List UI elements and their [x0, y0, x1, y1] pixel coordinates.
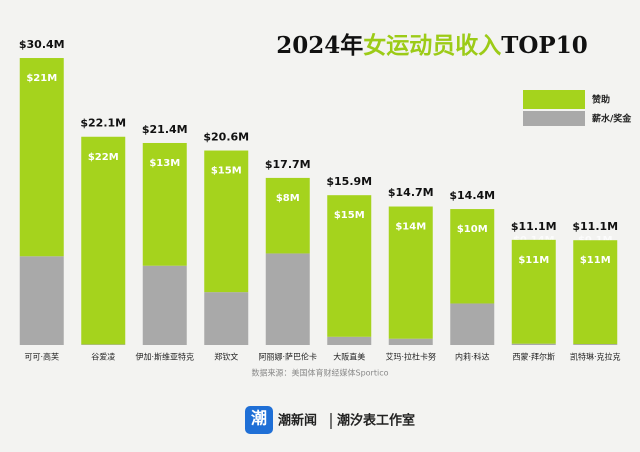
total-label: $30.4M [19, 38, 65, 51]
total-label: $14.4M [449, 189, 495, 202]
value-label: $22M [88, 152, 119, 163]
value-label: $10M [457, 224, 488, 235]
value-label: $15M [334, 210, 365, 221]
x-tick-label: 艾玛·拉杜卡努 [385, 352, 436, 362]
sponsor-bar [511, 239, 556, 344]
value-label: $21M [26, 73, 57, 84]
value-label: $13M [149, 158, 180, 169]
legend-label: 赞助 [591, 94, 610, 106]
salary-bar [573, 344, 618, 345]
value-label: $11M [580, 255, 611, 266]
logo-box [245, 406, 273, 434]
total-label: $21.4M [142, 123, 188, 136]
salary-bar [265, 253, 310, 345]
x-tick-label: 西蒙·拜尔斯 [512, 352, 555, 362]
x-tick-label: 阿丽娜·萨巴伦卡 [258, 352, 317, 362]
footer: 潮 潮新闻 潮汐表工作室 [245, 406, 415, 434]
sponsor-bar [81, 136, 126, 345]
source: 数据来源：美国体育财经媒体Sportico [252, 368, 389, 378]
legend-swatch [523, 111, 585, 126]
x-tick-label: 大阪直美 [333, 352, 365, 362]
sponsor-bar [388, 206, 433, 339]
total-label: $22.1M [80, 116, 126, 129]
salary-bar [511, 343, 556, 345]
chart-title: 2024年女运动员收入TOP10 [276, 32, 587, 59]
studio: 潮汐表工作室 [337, 413, 415, 429]
x-tick-label: 凯特琳·克拉克 [570, 352, 621, 362]
sponsor-bar [327, 195, 372, 337]
title-part: 女运动员收入 [363, 32, 501, 59]
salary-bar [142, 265, 187, 345]
legend-label: 薪水/奖金 [592, 113, 632, 125]
salary-bar [81, 344, 126, 345]
x-tick-label: 谷爱凌 [91, 352, 115, 362]
value-label: $15M [211, 166, 242, 177]
value-label: $8M [276, 193, 300, 204]
legend-swatch [523, 90, 585, 109]
total-label: $11.1M [511, 220, 557, 233]
salary-bar [450, 303, 495, 345]
x-tick-label: 可可·高芙 [24, 352, 59, 362]
salary-bar [388, 338, 433, 345]
total-label: $20.6M [203, 131, 249, 144]
salary-bar [327, 336, 372, 345]
total-label: $15.9M [326, 175, 372, 188]
logo-text: 潮 [251, 409, 267, 428]
x-tick-label: 伊加·斯维亚特克 [135, 352, 194, 362]
value-label: $14M [395, 222, 426, 233]
sponsor-bar [265, 177, 310, 254]
sponsor-bar [204, 150, 249, 293]
total-label: $14.7M [388, 186, 434, 199]
salary-bar [19, 256, 64, 345]
salary-bar [204, 292, 249, 345]
total-label: $11.1M [572, 220, 618, 233]
sponsor-bar [19, 58, 64, 257]
value-label: $11M [518, 255, 549, 266]
title-part: 2024年 [276, 32, 363, 59]
title-part: TOP10 [501, 32, 587, 59]
x-tick-label: 内莉·科达 [455, 352, 490, 362]
sponsor-bar [450, 209, 495, 304]
sponsor-bar [142, 142, 187, 266]
sponsor-bar [573, 240, 618, 345]
brand: 潮新闻 [278, 413, 317, 429]
x-tick-label: 郑钦文 [214, 352, 238, 362]
bars: $9.4M$21M$30.4M可可·高芙$0.06M$22M$22.1M谷爱凌$… [19, 38, 621, 361]
total-label: $17.7M [265, 158, 311, 171]
